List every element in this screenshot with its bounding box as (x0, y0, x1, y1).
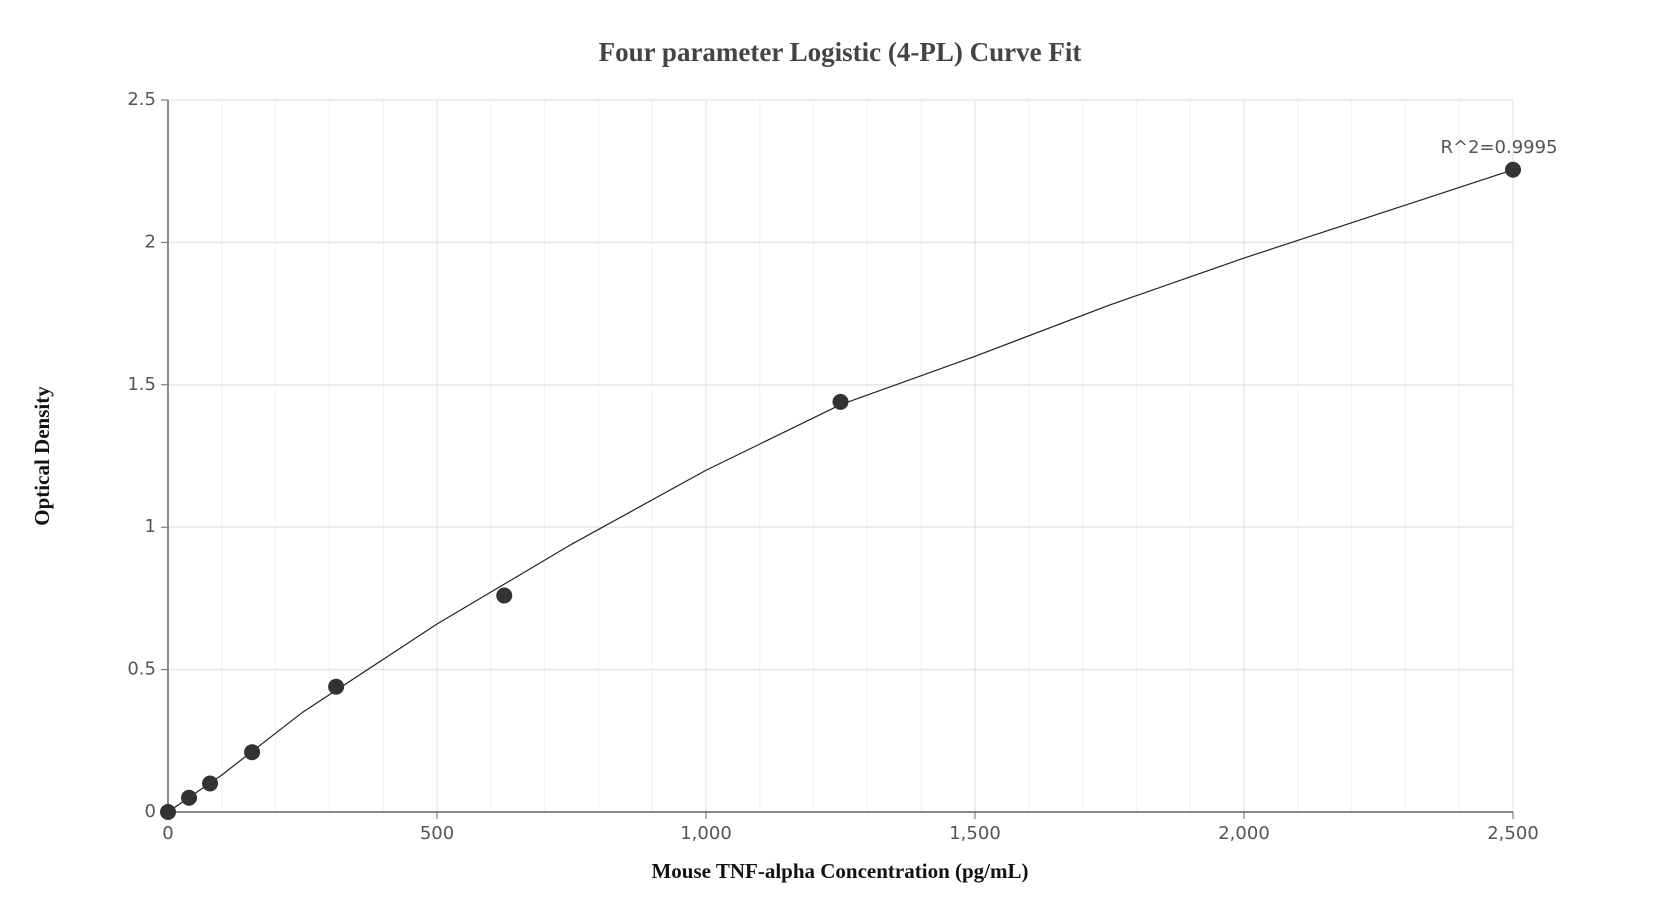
data-point (328, 678, 345, 695)
y-tick-label: 2 (145, 231, 156, 252)
chart-title: Four parameter Logistic (4-PL) Curve Fit (599, 37, 1082, 67)
x-tick-label: 2,000 (1218, 823, 1270, 844)
fit-curve (167, 169, 1514, 813)
y-tick-label: 1.5 (127, 374, 156, 395)
y-tick-label: 1 (145, 516, 156, 537)
data-point (202, 775, 219, 792)
x-tick-label: 1,500 (949, 823, 1001, 844)
y-tick-label: 2.5 (127, 89, 156, 110)
y-tick-label: 0.5 (127, 659, 156, 680)
data-point (181, 789, 198, 806)
data-point (244, 744, 261, 761)
x-axis-label: Mouse TNF-alpha Concentration (pg/mL) (651, 859, 1028, 883)
x-tick-label: 0 (162, 823, 173, 844)
x-tick-label: 2,500 (1487, 823, 1539, 844)
annotation: R^2=0.9995 (1440, 137, 1557, 158)
data-point (496, 587, 513, 604)
y-axis-label: Optical Density (30, 386, 54, 526)
x-tick-label: 1,000 (680, 823, 732, 844)
data-point (832, 393, 849, 410)
data-point (1505, 161, 1521, 178)
x-tick-label: 500 (420, 823, 454, 844)
y-tick-label: 0 (145, 801, 156, 822)
data-point (160, 804, 176, 820)
